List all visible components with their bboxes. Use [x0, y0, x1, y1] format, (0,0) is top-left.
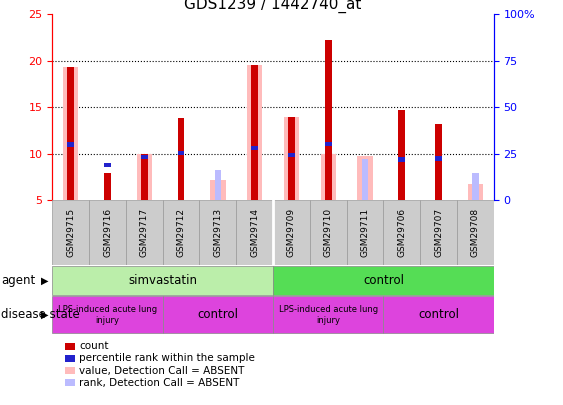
Bar — [215, 170, 221, 200]
Bar — [52, 200, 89, 265]
Text: GSM29706: GSM29706 — [397, 208, 406, 258]
Text: GSM29712: GSM29712 — [177, 209, 186, 257]
Bar — [178, 151, 185, 155]
Bar — [347, 200, 383, 265]
Text: rank, Detection Call = ABSENT: rank, Detection Call = ABSENT — [79, 378, 240, 388]
Bar — [383, 296, 494, 333]
Text: value, Detection Call = ABSENT: value, Detection Call = ABSENT — [79, 366, 245, 375]
Text: disease state: disease state — [1, 308, 80, 322]
Text: control: control — [198, 308, 238, 322]
Text: simvastatin: simvastatin — [128, 274, 197, 287]
Bar — [68, 143, 74, 147]
Text: GSM29710: GSM29710 — [324, 208, 333, 258]
Bar — [288, 153, 295, 157]
Text: GSM29715: GSM29715 — [66, 208, 75, 258]
Text: GSM29713: GSM29713 — [213, 208, 222, 258]
Bar — [288, 117, 295, 200]
Bar — [358, 156, 373, 200]
Bar — [236, 200, 273, 265]
Bar — [52, 296, 163, 333]
Bar — [68, 67, 74, 200]
Bar — [178, 117, 185, 200]
Text: GSM29708: GSM29708 — [471, 208, 480, 258]
Text: control: control — [363, 274, 404, 287]
Text: GSM29716: GSM29716 — [103, 208, 112, 258]
Text: GSM29711: GSM29711 — [360, 208, 369, 258]
Bar — [273, 266, 494, 295]
Bar — [399, 110, 405, 200]
Bar — [273, 296, 383, 333]
Text: ▶: ▶ — [41, 310, 48, 320]
Bar — [435, 124, 442, 200]
Bar — [325, 40, 332, 200]
Bar — [199, 200, 236, 265]
Bar — [104, 163, 111, 167]
Bar — [141, 154, 148, 200]
Text: control: control — [418, 308, 459, 322]
Bar — [52, 266, 273, 295]
Text: agent: agent — [1, 274, 35, 287]
Bar — [89, 200, 126, 265]
Bar — [325, 142, 332, 146]
Bar — [420, 200, 457, 265]
Bar — [251, 65, 258, 200]
Bar — [273, 200, 310, 265]
Text: LPS-induced acute lung
injury: LPS-induced acute lung injury — [58, 305, 157, 324]
Bar — [310, 200, 347, 265]
Bar — [399, 158, 405, 162]
Bar — [284, 117, 299, 200]
Text: GSM29717: GSM29717 — [140, 208, 149, 258]
Bar — [251, 146, 258, 150]
Text: GSM29714: GSM29714 — [250, 209, 259, 257]
Bar — [210, 180, 226, 200]
Bar — [320, 154, 336, 200]
Text: GSM29709: GSM29709 — [287, 208, 296, 258]
Bar — [126, 200, 163, 265]
Bar — [361, 158, 368, 200]
Text: percentile rank within the sample: percentile rank within the sample — [79, 354, 255, 363]
Title: GDS1239 / 1442740_at: GDS1239 / 1442740_at — [184, 0, 362, 13]
Text: GSM29707: GSM29707 — [434, 208, 443, 258]
Bar — [63, 67, 78, 200]
Bar — [383, 200, 420, 265]
Bar — [104, 173, 111, 200]
Bar — [163, 296, 273, 333]
Bar — [472, 173, 479, 200]
Bar — [137, 154, 152, 200]
Bar — [247, 65, 262, 200]
Bar — [457, 200, 494, 265]
Text: ▶: ▶ — [41, 275, 48, 286]
Text: count: count — [79, 341, 109, 351]
Bar — [163, 200, 199, 265]
Bar — [141, 155, 148, 159]
Bar — [468, 184, 483, 200]
Text: LPS-induced acute lung
injury: LPS-induced acute lung injury — [279, 305, 378, 324]
Bar — [435, 156, 442, 161]
